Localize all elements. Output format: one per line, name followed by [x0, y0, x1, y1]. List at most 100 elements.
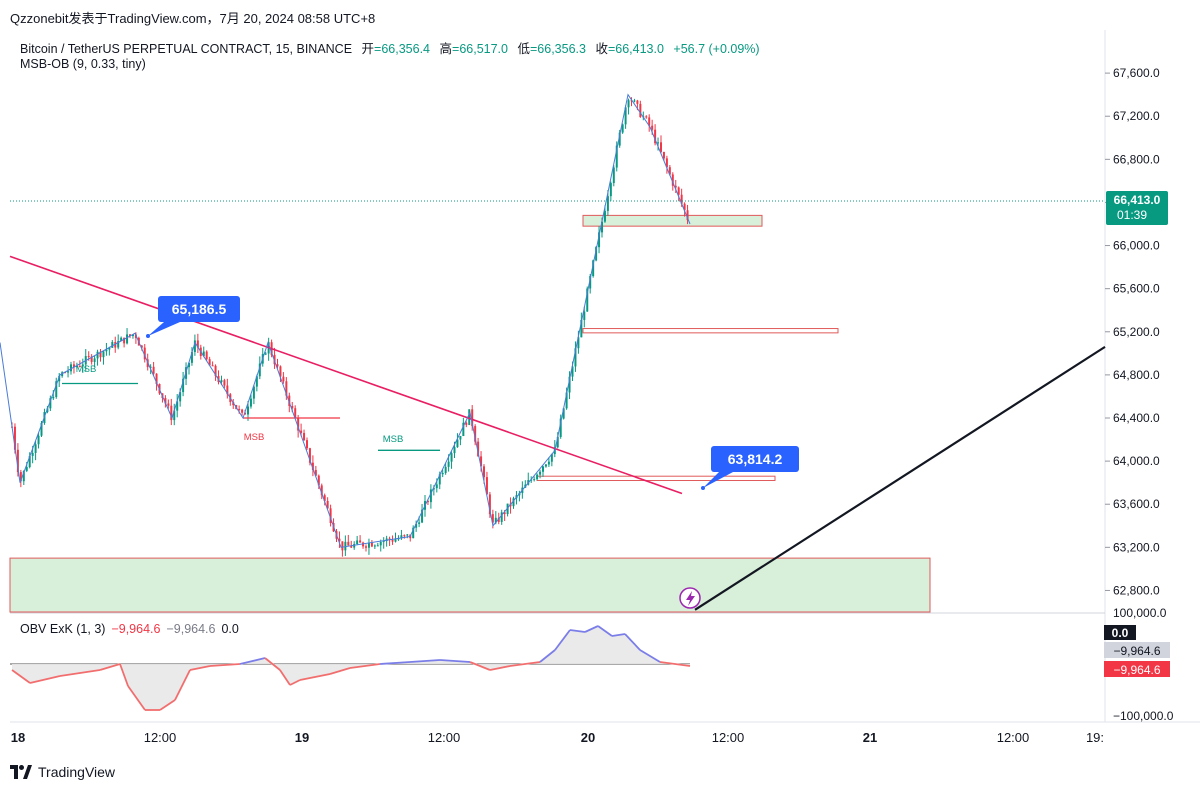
candle-body	[609, 183, 612, 197]
obv-pane	[10, 625, 691, 711]
candle-body	[300, 430, 303, 433]
x-tick-label: 19:	[1086, 730, 1104, 745]
candle-body	[288, 395, 291, 406]
candle-body	[533, 479, 536, 481]
candle-body	[155, 373, 158, 384]
obv-line	[99, 663, 121, 671]
candle-body	[252, 386, 255, 399]
candle-body	[660, 142, 662, 152]
order-block-zone	[536, 475, 776, 482]
candle-body	[129, 334, 131, 337]
obv-line	[59, 669, 101, 677]
obv-line	[329, 667, 351, 675]
candle-body	[645, 116, 648, 118]
swing-label-box	[711, 446, 799, 472]
candle-body	[223, 380, 226, 386]
price-axis[interactable]: 67,600.067,200.066,800.066,400.066,000.0…	[1104, 66, 1174, 723]
candle-body	[474, 426, 477, 442]
candle-body	[506, 503, 509, 515]
candle-body	[444, 466, 447, 473]
candle-body	[671, 174, 674, 186]
candle-body	[586, 288, 589, 312]
candle-body	[624, 107, 627, 125]
candle-body	[571, 366, 574, 377]
candle-body	[589, 276, 592, 289]
y-tick-label: 65,200.0	[1113, 325, 1160, 339]
current-price-tag	[1106, 191, 1168, 226]
candle-body	[426, 501, 429, 503]
candle-body	[370, 542, 373, 547]
candle-body	[651, 125, 654, 130]
candle-body	[179, 392, 182, 402]
y-tick-label: 64,400.0	[1113, 411, 1160, 425]
x-tick-label: 21	[863, 730, 877, 745]
candle-body	[303, 432, 306, 441]
candle-body	[196, 340, 199, 348]
candle-body	[471, 409, 474, 427]
candle-body	[615, 145, 618, 168]
low-label: 低	[517, 42, 530, 56]
candle-body	[67, 371, 70, 373]
plot-area	[10, 30, 1105, 720]
candle-body	[238, 408, 241, 410]
y-tick-label: 63,200.0	[1113, 540, 1160, 554]
candle-body	[662, 151, 665, 159]
obv-line	[189, 665, 211, 671]
candle-body	[173, 410, 176, 421]
candle-body	[394, 539, 397, 542]
swing-label-pointer	[703, 472, 733, 488]
candle-body	[441, 472, 444, 475]
candle-body	[462, 422, 465, 436]
obv-line	[409, 659, 441, 663]
candle-body	[308, 448, 311, 463]
candle-body	[102, 351, 105, 358]
candle-body	[601, 221, 603, 233]
candle-body	[31, 452, 34, 456]
obv-tick-label: 100,000.0	[1113, 606, 1167, 620]
candle-body	[347, 541, 350, 546]
candle-body	[143, 347, 146, 360]
obv-line	[569, 629, 586, 633]
candle-body	[683, 203, 686, 211]
obv-value-1: −9,964.6	[111, 622, 161, 636]
candle-body	[657, 142, 660, 144]
candle-body	[105, 349, 108, 352]
candle-body	[415, 523, 418, 528]
obv-line	[659, 661, 691, 667]
candle-body	[96, 351, 99, 359]
x-tick-label: 18	[11, 730, 25, 745]
candle-body	[314, 469, 317, 476]
obv-line	[264, 657, 281, 671]
candle-body	[55, 381, 58, 398]
candle-body	[241, 409, 244, 413]
order-block-zone	[9, 557, 931, 613]
time-axis[interactable]: 18 12:00 19 12:00 20 12:00 21 12:00 19:	[11, 730, 1104, 745]
candle-body	[90, 356, 93, 362]
candle-body	[400, 535, 403, 539]
candle-body	[22, 470, 25, 482]
candle-body	[258, 363, 261, 377]
candle-body	[542, 466, 544, 472]
candle-body	[583, 311, 586, 320]
tradingview-logo-icon	[10, 765, 32, 779]
candle-body	[152, 366, 155, 374]
candle-body	[226, 385, 229, 395]
brand[interactable]: TradingView	[10, 764, 115, 780]
obv-line	[584, 625, 599, 633]
swing-label-dot	[146, 334, 150, 338]
indicator-label[interactable]: MSB-OB (9, 0.33, tiny)	[20, 57, 146, 71]
obv-label[interactable]: OBV ExK (1, 3)	[20, 622, 106, 636]
candle-body	[447, 461, 450, 467]
x-tick-label: 12:00	[997, 730, 1030, 745]
candle-body	[365, 546, 367, 548]
candle-body	[382, 541, 385, 543]
symbol-name[interactable]: Bitcoin / TetherUS PERPETUAL CONTRACT, 1…	[20, 42, 353, 56]
candle-body	[317, 475, 320, 486]
candle-body	[668, 167, 671, 175]
y-tick-label: 63,600.0	[1113, 497, 1160, 511]
candle-body	[606, 196, 609, 211]
candle-body	[40, 423, 43, 436]
obv-line	[29, 675, 61, 684]
obv-zero-tag	[1104, 625, 1136, 640]
